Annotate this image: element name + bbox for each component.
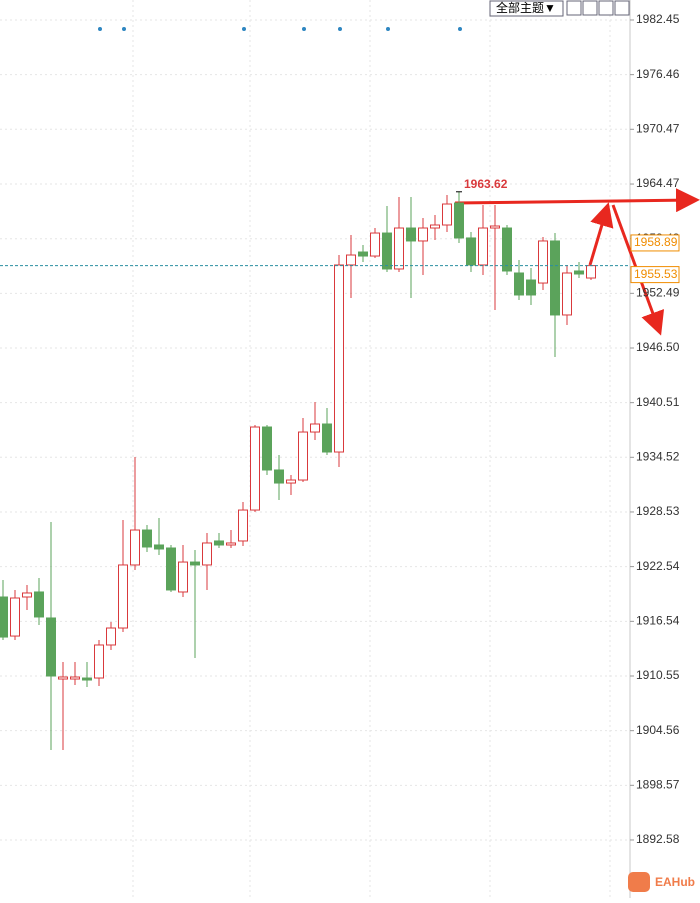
candle-body: [142, 529, 152, 548]
candle-body: [382, 232, 392, 270]
theme-button[interactable]: [489, 0, 564, 17]
candle-body: [334, 264, 344, 453]
candle-body: [574, 270, 584, 275]
y-tick-label: 1964.47: [636, 176, 680, 190]
candle-body: [346, 254, 356, 266]
event-dot[interactable]: [386, 27, 390, 31]
candle-body: [370, 232, 380, 257]
candle-body: [0, 596, 8, 638]
y-tick-label: 1922.54: [636, 559, 680, 573]
event-dot[interactable]: [338, 27, 342, 31]
arrow: [588, 202, 614, 266]
candle-body: [58, 676, 68, 680]
logo: EAHub: [628, 872, 695, 892]
candle-body: [502, 227, 512, 272]
candle-body: [46, 617, 56, 677]
candle-body: [274, 469, 284, 484]
candle-body: [322, 423, 332, 453]
candle-body: [478, 227, 488, 266]
price-tag-label: 1955.53: [634, 267, 678, 281]
candle-body: [466, 237, 476, 266]
candle-body: [430, 224, 440, 229]
y-tick-label: 1940.51: [636, 395, 680, 409]
price-tag-label: 1958.89: [634, 235, 678, 249]
candle-body: [10, 597, 20, 637]
candle-body: [442, 203, 452, 226]
candle-body: [358, 251, 368, 257]
candle-body: [454, 202, 464, 239]
candle-body: [406, 227, 416, 242]
y-tick-label: 1970.47: [636, 121, 680, 135]
toolbar: 全部主题▼: [489, 0, 630, 17]
watermark: EAHub: [655, 875, 695, 889]
candle-body: [538, 240, 548, 284]
arrow: [454, 188, 700, 213]
candle-body: [526, 279, 536, 296]
candle-body: [262, 426, 272, 471]
candle-body: [562, 272, 572, 316]
candle-body: [70, 676, 80, 680]
y-tick-label: 1910.55: [636, 668, 680, 682]
candle-body: [250, 426, 260, 511]
event-dot[interactable]: [302, 27, 306, 31]
candle-body: [586, 265, 596, 279]
candle-body: [154, 544, 164, 550]
y-tick-label: 1916.54: [636, 614, 680, 628]
y-tick-label: 1934.52: [636, 449, 680, 463]
event-dot[interactable]: [458, 27, 462, 31]
y-tick-label: 1952.49: [636, 286, 680, 300]
y-tick-label: 1892.58: [636, 832, 680, 846]
candle-body: [34, 591, 44, 618]
candle-body: [94, 644, 104, 679]
tool-icon[interactable]: [566, 0, 582, 16]
y-tick-label: 1928.53: [636, 504, 680, 518]
drawn-arrows: [454, 188, 700, 336]
vertical-grid: [132, 0, 611, 898]
logo-icon: [628, 872, 650, 892]
tool-icon[interactable]: [582, 0, 598, 16]
price-tag: [630, 234, 680, 252]
candle-body: [298, 431, 308, 481]
price-tag: [630, 266, 680, 284]
y-tick-label: 1898.57: [636, 777, 680, 791]
candle-body: [130, 529, 140, 566]
y-tick-label: 1982.45: [636, 12, 680, 26]
candle-body: [514, 272, 524, 296]
candle-body: [22, 592, 32, 598]
candle-body: [106, 627, 116, 646]
tool-icon[interactable]: [614, 0, 630, 16]
candle-body: [238, 509, 248, 542]
candle-body: [418, 227, 428, 242]
y-tick-label: 1946.50: [636, 340, 680, 354]
candle-body: [286, 479, 296, 484]
candle-body: [310, 423, 320, 433]
candle-body: [82, 677, 92, 681]
candle-body: [394, 227, 404, 270]
candle-body: [178, 561, 188, 593]
y-tick-label: 1904.56: [636, 723, 680, 737]
theme-button-label[interactable]: 全部主题▼: [496, 0, 556, 15]
y-tick-label: 1976.46: [636, 67, 680, 81]
candle-body: [214, 540, 224, 546]
event-dot[interactable]: [242, 27, 246, 31]
candle-body: [190, 561, 200, 566]
candle-body: [226, 542, 236, 546]
event-markers: [98, 27, 462, 31]
candle-body: [550, 240, 560, 316]
candle-body: [202, 542, 212, 566]
candle-body: [490, 225, 500, 229]
tool-icon[interactable]: [598, 0, 614, 16]
event-dot[interactable]: [98, 27, 102, 31]
candle-body: [118, 564, 128, 629]
event-dot[interactable]: [122, 27, 126, 31]
candle-body: [166, 547, 176, 591]
max-label: 1963.62: [464, 177, 508, 191]
